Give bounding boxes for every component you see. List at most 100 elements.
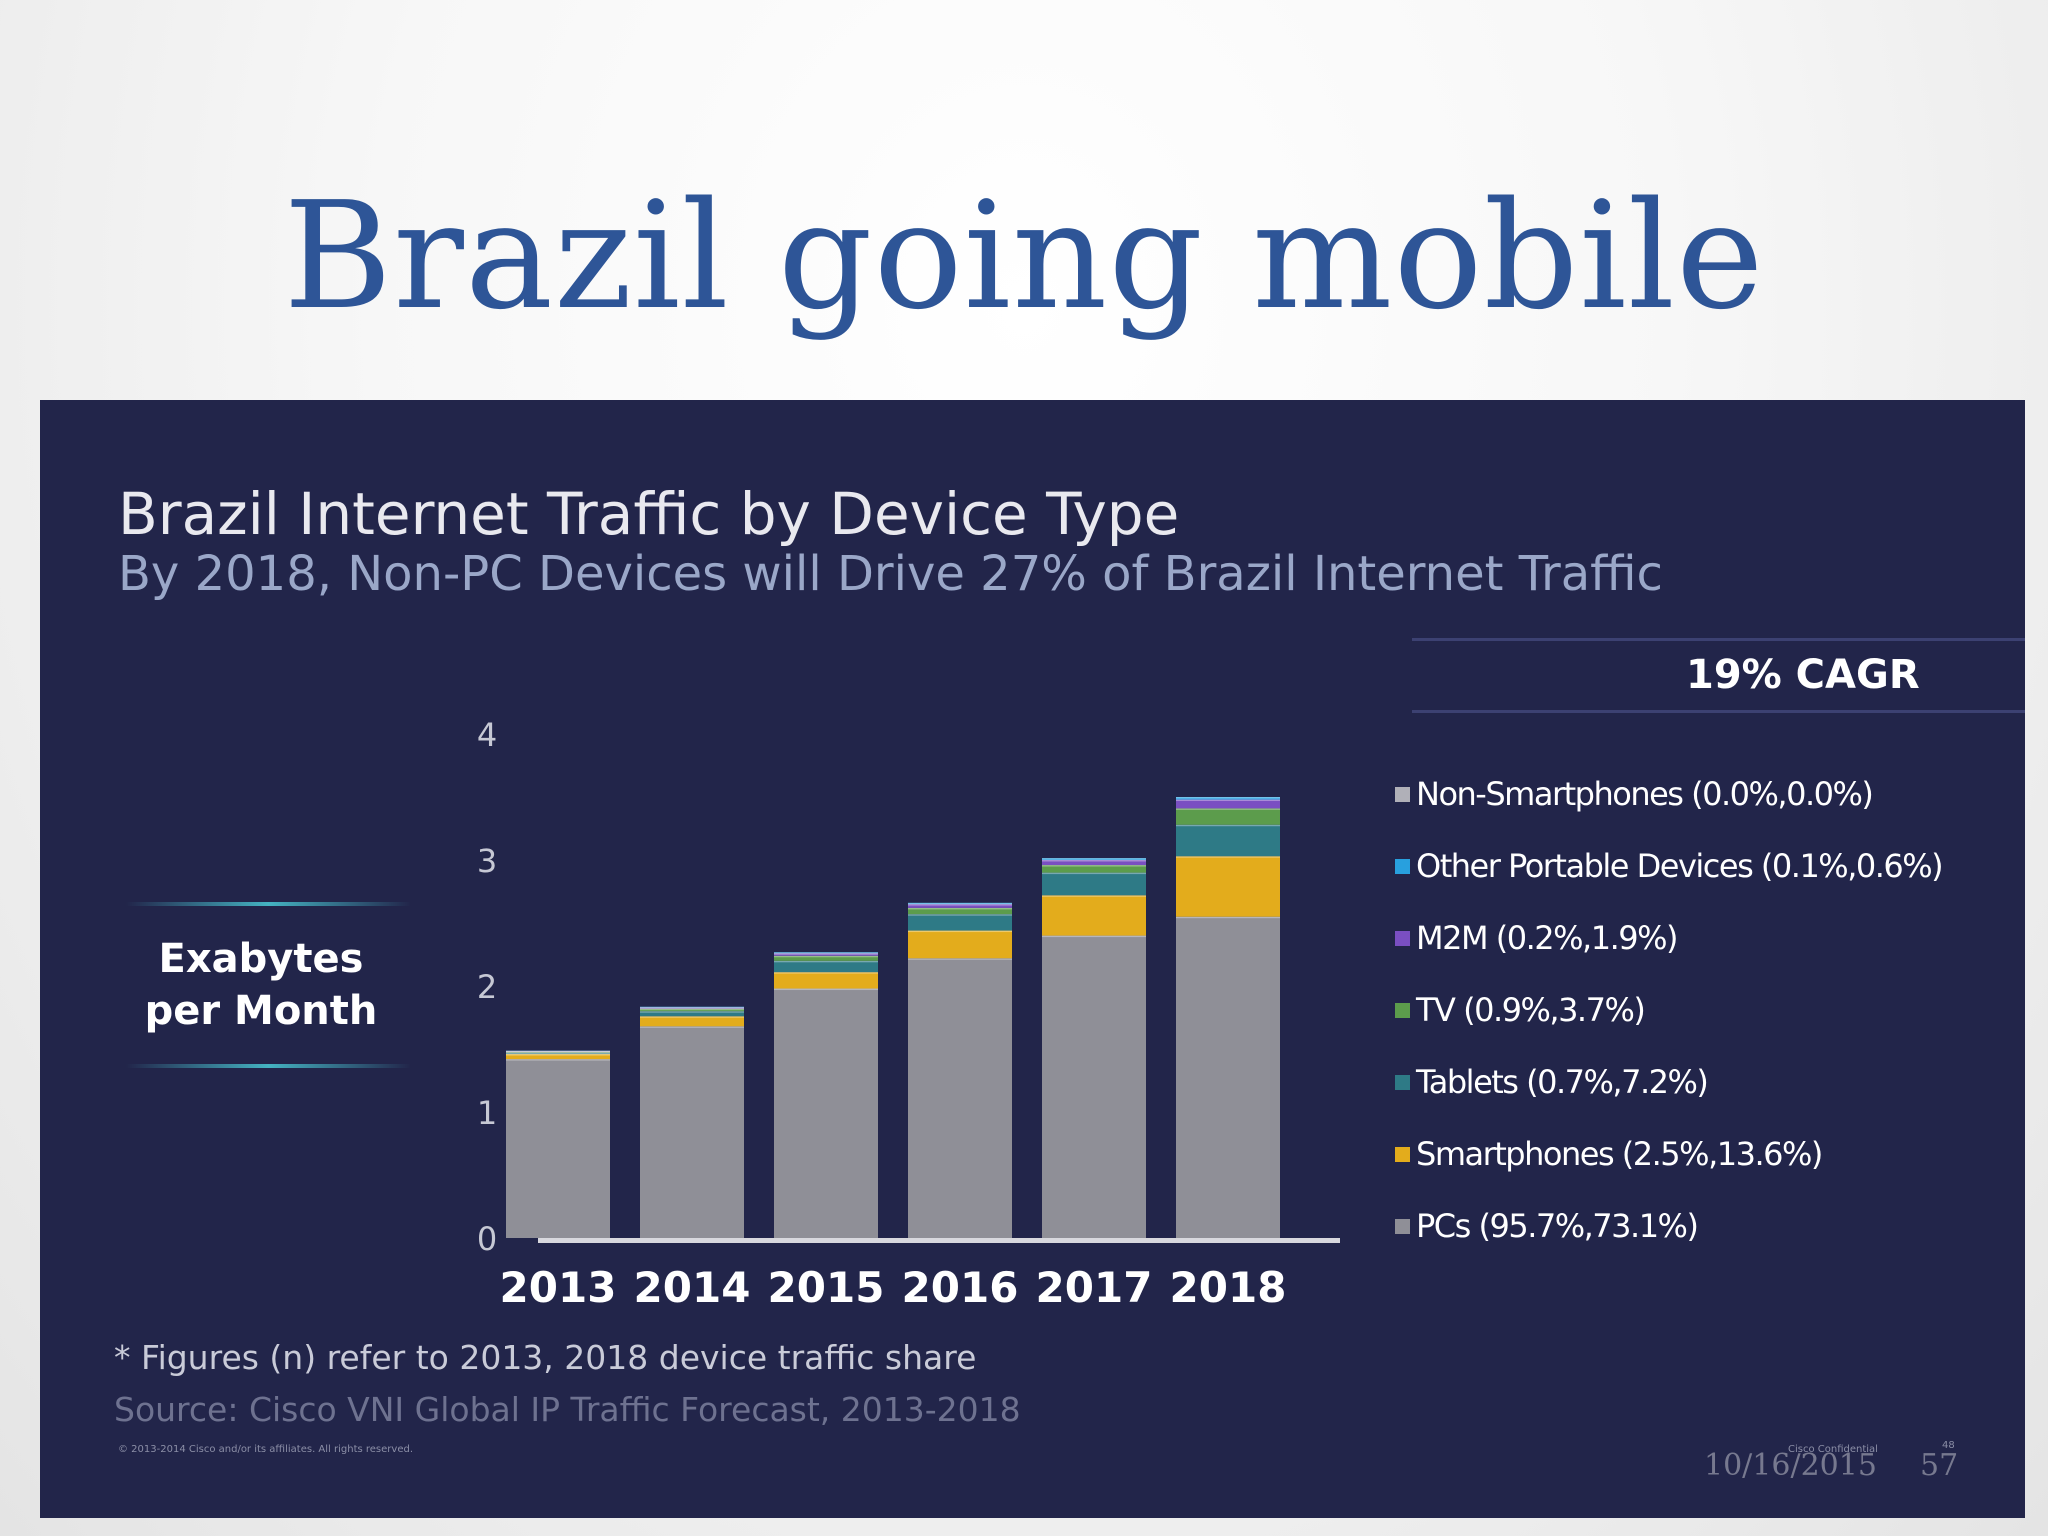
slide-number: 57 xyxy=(1920,1448,1959,1483)
bar-segment-divider xyxy=(908,930,1012,933)
legend-label: M2M (0.2%,1.9%) xyxy=(1416,919,1678,957)
bar-segment-divider xyxy=(1042,860,1146,862)
cagr-label: 19% CAGR xyxy=(1686,652,1920,698)
source-note: Source: Cisco VNI Global IP Traffic Fore… xyxy=(114,1390,1021,1429)
legend-swatch xyxy=(1395,930,1410,946)
bar-segment xyxy=(1176,824,1280,857)
bar-segment xyxy=(774,953,878,956)
legend-swatch xyxy=(1395,858,1410,874)
x-tick-label: 2013 xyxy=(500,1263,617,1312)
bar-segment-divider xyxy=(640,1026,744,1028)
bar-segment-divider xyxy=(640,1008,744,1011)
bar-segment xyxy=(1176,808,1280,825)
bar-segment xyxy=(1042,858,1146,860)
panel-page-number: 48 xyxy=(1942,1440,1955,1451)
legend-swatch xyxy=(1395,1002,1410,1018)
bar-segment-divider xyxy=(1042,858,1146,860)
ylabel-top-rule xyxy=(126,902,411,906)
bar-segment xyxy=(908,958,1012,1238)
bar-segment-divider xyxy=(640,1007,744,1009)
bar-segment-divider xyxy=(774,953,878,955)
bar-segment xyxy=(908,902,1012,905)
bar-segment xyxy=(640,1016,744,1027)
bar-segment xyxy=(640,1006,744,1008)
bar-segment xyxy=(1042,935,1146,1238)
y-axis-label-line2: per Month xyxy=(144,988,378,1034)
y-tick-label: 2 xyxy=(477,968,497,1006)
confidential-note: Cisco Confidential xyxy=(1788,1444,1878,1455)
bar-segment-divider xyxy=(506,1059,610,1061)
bar-segment xyxy=(908,930,1012,959)
bar-segment-divider xyxy=(1042,872,1146,875)
cagr-top-rule xyxy=(1412,638,2025,641)
bar-segment xyxy=(1176,797,1280,800)
bar-segment-divider xyxy=(774,955,878,958)
bar-segment-divider xyxy=(640,1006,744,1009)
bar-segment-divider xyxy=(908,958,1012,960)
bar-segment xyxy=(1042,895,1146,936)
bar-segment xyxy=(1042,872,1146,896)
bar-segment xyxy=(640,1007,744,1009)
bar-segment xyxy=(908,907,1012,915)
legend-label: PCs (95.7%,73.1%) xyxy=(1416,1207,1699,1245)
bar-segment xyxy=(640,1026,744,1238)
legend-item: PCs (95.7%,73.1%) xyxy=(1395,1206,1699,1246)
bar-segment xyxy=(1176,799,1280,809)
chart-panel: Brazil Internet Traffic by Device Type B… xyxy=(40,400,2025,1518)
cagr-bottom-rule xyxy=(1412,710,2025,713)
bar-segment xyxy=(640,1008,744,1012)
stacked-bar-chart: 0 1 2 3 4 2013 2014 2015 2016 2017 2018 xyxy=(477,716,1340,1312)
ylabel-bottom-rule xyxy=(126,1064,411,1068)
bar-segment xyxy=(908,914,1012,931)
legend-swatch xyxy=(1395,786,1410,802)
bar-segment-divider xyxy=(1176,856,1280,858)
bar-segment xyxy=(506,1059,610,1238)
bar-segment-divider xyxy=(1042,895,1146,897)
bar-segment-divider xyxy=(506,1051,610,1054)
legend-item: Tablets (0.7%,7.2%) xyxy=(1395,1062,1709,1102)
x-tick-label: 2016 xyxy=(902,1263,1019,1312)
bar-segment-divider xyxy=(640,1011,744,1013)
bar-segment xyxy=(1042,860,1146,866)
bar-segment-divider xyxy=(774,960,878,963)
y-axis-label-line1: Exabytes xyxy=(158,936,364,982)
bar-segment-divider xyxy=(1176,824,1280,827)
legend-item: M2M (0.2%,1.9%) xyxy=(1395,918,1678,958)
y-tick-label: 4 xyxy=(477,716,497,754)
chart-subtitle: By 2018, Non-PC Devices will Drive 27% o… xyxy=(118,546,1663,602)
x-tick-label: 2015 xyxy=(768,1263,885,1312)
bar-segment-divider xyxy=(1042,865,1146,867)
bar-segment-divider xyxy=(1176,808,1280,810)
bar-segment-divider xyxy=(1176,799,1280,802)
bar-segment-divider xyxy=(774,952,878,954)
bar-segment xyxy=(774,972,878,989)
legend-swatch xyxy=(1395,1146,1410,1162)
bar-segment-divider xyxy=(1176,797,1280,799)
legend-label: Tablets (0.7%,7.2%) xyxy=(1416,1063,1709,1101)
chart-title: Brazil Internet Traffic by Device Type xyxy=(118,480,1180,548)
bar-segment-divider xyxy=(1042,935,1146,938)
bar-segment xyxy=(506,1052,610,1055)
x-tick-label: 2014 xyxy=(634,1263,751,1312)
bar-segment xyxy=(774,988,878,1238)
bar-segment xyxy=(1176,856,1280,917)
bar-segment xyxy=(774,955,878,961)
legend-label: TV (0.9%,3.7%) xyxy=(1416,991,1646,1029)
bar-segment-divider xyxy=(506,1050,610,1053)
bar-segment xyxy=(1042,865,1146,873)
legend-item: Smartphones (2.5%,13.6%) xyxy=(1395,1134,1823,1174)
bar-segment-divider xyxy=(774,972,878,974)
copyright-note: © 2013-2014 Cisco and/or its affiliates.… xyxy=(118,1444,414,1455)
bar-segment-divider xyxy=(506,1052,610,1055)
bar-segment-divider xyxy=(908,902,1012,905)
bar-segment-divider xyxy=(1176,916,1280,919)
bar-segment xyxy=(774,960,878,973)
legend-item: TV (0.9%,3.7%) xyxy=(1395,990,1646,1030)
bar-segment-divider xyxy=(640,1016,744,1018)
bar-segment xyxy=(1176,916,1280,1238)
y-tick-label: 3 xyxy=(477,842,497,880)
legend-swatch xyxy=(1395,1074,1410,1090)
slide-date: 10/16/2015 xyxy=(1704,1448,1877,1483)
legend-label: Smartphones (2.5%,13.6%) xyxy=(1416,1135,1823,1173)
bar-segment xyxy=(774,952,878,954)
